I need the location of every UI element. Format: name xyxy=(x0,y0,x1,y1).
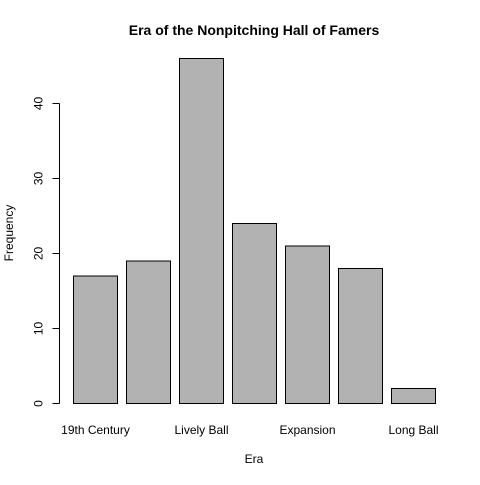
bar-2 xyxy=(179,58,224,404)
bars-group xyxy=(73,58,436,404)
y-tick-label-2: 20 xyxy=(32,247,46,261)
y-tick-label-0: 0 xyxy=(32,400,46,407)
bar-6 xyxy=(391,388,436,404)
bar-1 xyxy=(126,260,171,404)
x-axis-label: Era xyxy=(245,452,264,466)
bar-4 xyxy=(285,245,330,404)
x-tick-label-0: 19th Century xyxy=(61,423,130,437)
bar-3 xyxy=(232,223,277,404)
y-axis: 0 10 20 30 40 xyxy=(32,97,60,407)
bar-5 xyxy=(338,268,383,404)
y-axis-label: Frequency xyxy=(2,205,16,262)
x-tick-label-3: Long Ball xyxy=(388,423,438,437)
bar-0 xyxy=(73,275,118,404)
x-axis-tick-labels: 19th Century Lively Ball Expansion Long Bal… xyxy=(61,423,438,437)
y-tick-label-3: 30 xyxy=(32,172,46,186)
y-tick-label-4: 40 xyxy=(32,97,46,111)
chart-title: Era of the Nonpitching Hall of Famers xyxy=(129,22,380,38)
x-tick-label-2: Expansion xyxy=(279,423,335,437)
y-tick-label-1: 10 xyxy=(32,322,46,336)
x-tick-label-1: Lively Ball xyxy=(174,423,228,437)
